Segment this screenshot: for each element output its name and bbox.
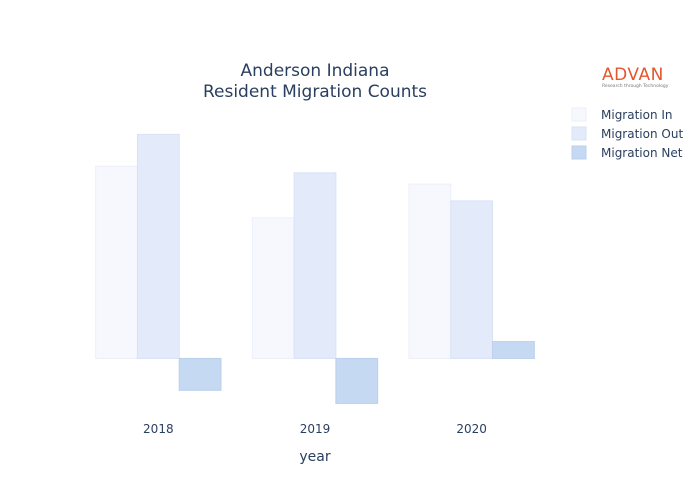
legend-label: Migration Out — [601, 127, 683, 141]
legend-swatch — [571, 107, 587, 122]
legend-item-migration-net[interactable]: Migration Net — [571, 145, 683, 160]
chart-title-line-2: Resident Migration Counts — [203, 82, 427, 102]
bars-group — [95, 133, 535, 404]
advan-logo: ADVAN Research through Technology — [602, 66, 682, 90]
logo-tagline: Research through Technology — [602, 84, 669, 89]
chart-title-line-1: Anderson Indiana — [241, 61, 390, 81]
logo-wordmark: ADVAN — [602, 65, 664, 85]
bar-migration-in-2020[interactable] — [408, 183, 452, 359]
x-tick-2020: 2020 — [456, 422, 487, 436]
legend[interactable]: Migration In Migration Out Migration Net — [571, 107, 683, 160]
bar-migration-net-2019[interactable] — [335, 357, 379, 404]
bar-migration-out-2020[interactable] — [450, 200, 494, 359]
legend-swatch — [571, 126, 587, 141]
x-tick-2019: 2019 — [300, 422, 331, 436]
bar-migration-in-2018[interactable] — [95, 165, 138, 359]
legend-swatch — [571, 145, 587, 160]
bar-migration-net-2020[interactable] — [492, 341, 535, 359]
bar-migration-in-2019[interactable] — [251, 217, 295, 359]
x-axis-title: year — [299, 449, 330, 465]
x-tick-labels: 2018 2019 2020 — [143, 422, 487, 436]
x-tick-2018: 2018 — [143, 422, 174, 436]
bar-migration-net-2018[interactable] — [178, 357, 222, 391]
legend-item-migration-in[interactable]: Migration In — [571, 107, 673, 122]
bar-migration-out-2018[interactable] — [136, 133, 180, 359]
legend-label: Migration Net — [601, 146, 683, 160]
legend-label: Migration In — [601, 108, 673, 122]
legend-item-migration-out[interactable]: Migration Out — [571, 126, 683, 141]
bar-migration-out-2019[interactable] — [293, 172, 337, 359]
